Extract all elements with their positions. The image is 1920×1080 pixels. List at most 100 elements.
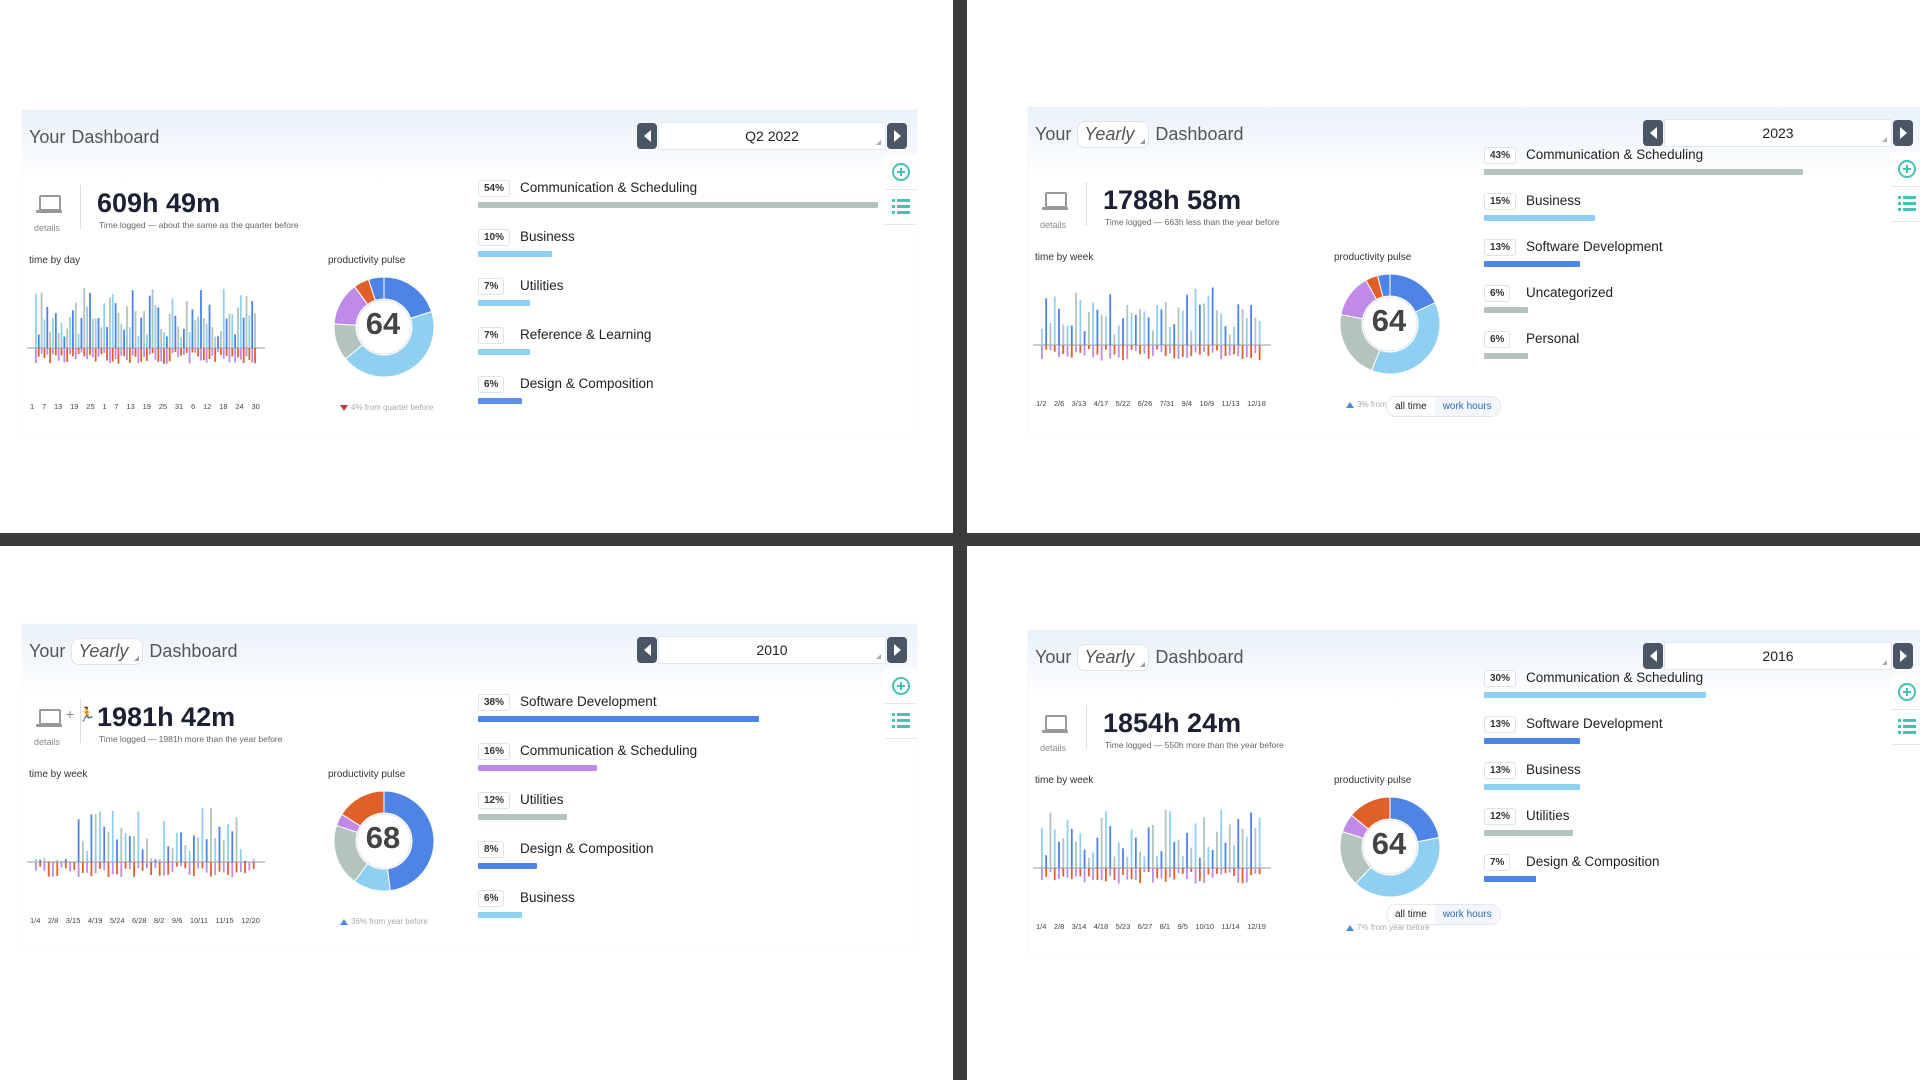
period-field[interactable]: 2023 (1664, 119, 1892, 147)
list-button[interactable] (885, 704, 917, 739)
details-label[interactable]: details (1040, 743, 1067, 753)
histogram-label: time by week (29, 769, 88, 780)
next-period-button[interactable] (887, 123, 907, 149)
histogram-bar-up (1092, 852, 1095, 868)
histogram-bar-up (1109, 294, 1112, 345)
histogram-bar-up (150, 858, 153, 862)
list-button[interactable] (1891, 187, 1920, 222)
next-period-button[interactable] (1893, 643, 1913, 669)
histogram-bar-up (1173, 841, 1176, 868)
histogram-bar-down (1045, 345, 1048, 350)
category-bar (478, 765, 597, 771)
histogram-bar-up (1113, 856, 1116, 868)
histogram-label: time by week (1035, 252, 1094, 263)
histogram-bar-up (69, 861, 71, 862)
category-row[interactable]: 13% Software Development (1484, 239, 1884, 285)
histogram-bar-up (43, 858, 46, 862)
period-field[interactable]: 2016 (1664, 642, 1892, 670)
histogram-bar-up (63, 336, 66, 348)
title-dashboard: Dashboard (1155, 646, 1244, 667)
laptop-icon[interactable] (36, 193, 62, 219)
prev-period-button[interactable] (1643, 120, 1663, 146)
histogram-bar-down (1070, 868, 1073, 880)
next-period-button[interactable] (1893, 120, 1913, 146)
category-row[interactable]: 6% Business (478, 890, 878, 939)
prev-period-button[interactable] (637, 123, 657, 149)
add-button[interactable] (885, 155, 917, 190)
details-label[interactable]: details (34, 223, 61, 233)
category-row[interactable]: 13% Software Development (1484, 716, 1884, 762)
add-button[interactable] (1891, 152, 1920, 187)
category-bar (478, 349, 530, 355)
category-row[interactable]: 38% Software Development (478, 694, 878, 743)
triangle-right-icon (893, 644, 901, 656)
period-field[interactable]: Q2 2022 (658, 122, 886, 150)
work-hours-option[interactable]: work hours (1434, 905, 1500, 924)
category-row[interactable]: 12% Utilities (478, 792, 878, 841)
histogram-bar-up (1186, 832, 1188, 868)
laptop-icon[interactable] (1042, 190, 1068, 216)
category-row[interactable]: 7% Design & Composition (1484, 854, 1884, 900)
histogram-bar-up (228, 313, 231, 348)
histogram-bar-up (128, 835, 131, 862)
category-row[interactable]: 6% Uncategorized (1484, 285, 1884, 331)
mode-select[interactable]: Yearly (1077, 120, 1150, 148)
pulse-change-text: 4% from quarter before (351, 403, 434, 412)
category-row[interactable]: 10% Business (478, 229, 878, 278)
category-row[interactable]: 43% Communication & Scheduling (1484, 147, 1884, 193)
category-row[interactable]: 30% Communication & Scheduling (1484, 670, 1884, 716)
histogram-bar-up (239, 849, 242, 862)
histogram-bar-up (1087, 311, 1090, 345)
add-button[interactable] (885, 669, 917, 704)
category-row[interactable]: 8% Design & Composition (478, 841, 878, 890)
category-row[interactable]: 7% Reference & Learning (478, 327, 878, 376)
histogram-bar-up (106, 326, 108, 348)
prev-period-button[interactable] (637, 637, 657, 663)
category-bar (478, 300, 530, 306)
details-label[interactable]: details (34, 737, 61, 747)
histogram-bar-down (77, 348, 80, 355)
histogram-bar-down (1190, 345, 1193, 357)
add-button[interactable] (1891, 675, 1920, 710)
category-row[interactable]: 12% Utilities (1484, 808, 1884, 854)
histogram-ticks: 1/2 2/6 3/13 4/17 5/22 6/26 7/31 9/4 10/9 11/13 12… (1036, 399, 1266, 408)
list-button[interactable] (885, 190, 917, 225)
histogram-bar-down (1100, 345, 1103, 361)
work-hours-option[interactable]: work hours (1434, 397, 1500, 416)
category-row[interactable]: 7% Utilities (478, 278, 878, 327)
prev-period-button[interactable] (1643, 643, 1663, 669)
laptop-icon[interactable] (1042, 713, 1068, 739)
category-row[interactable]: 6% Personal (1484, 331, 1884, 377)
title-dashboard: Dashboard (1155, 123, 1244, 144)
details-label[interactable]: details (1040, 220, 1067, 230)
histogram-bar-down (1079, 868, 1082, 877)
histogram-bar-up (47, 860, 50, 862)
histogram-bar-up (1130, 312, 1133, 345)
all-time-option[interactable]: all time (1395, 401, 1427, 412)
pulse-score: 68 (365, 820, 401, 855)
mode-select[interactable]: Yearly (71, 637, 144, 665)
category-row[interactable]: 6% Design & Composition (478, 376, 878, 425)
all-time-option[interactable]: all time (1395, 909, 1427, 920)
category-bar (478, 863, 538, 869)
mode-select[interactable]: Yearly (1077, 643, 1150, 671)
pulse-center (356, 299, 412, 355)
histogram-bar-up (254, 313, 256, 348)
histogram-bar-down (60, 348, 63, 356)
period-field[interactable]: 2010 (658, 636, 886, 664)
histogram-bar-up (69, 316, 71, 348)
category-row[interactable]: 16% Communication & Scheduling (478, 743, 878, 792)
category-row[interactable]: 54% Communication & Scheduling (478, 180, 878, 229)
histogram-bar-down (245, 348, 248, 357)
pulse-donut (333, 790, 435, 892)
histogram-bar-up (146, 838, 148, 862)
list-button[interactable] (1891, 710, 1920, 745)
list-icon (892, 199, 910, 215)
histogram-bar-up (188, 332, 191, 348)
histogram-bar-down (1117, 868, 1120, 884)
next-period-button[interactable] (887, 637, 907, 663)
category-row[interactable]: 13% Business (1484, 762, 1884, 808)
category-row[interactable]: 15% Business (1484, 193, 1884, 239)
laptop-icon[interactable] (36, 707, 62, 733)
histogram-bar-up (1130, 829, 1133, 868)
